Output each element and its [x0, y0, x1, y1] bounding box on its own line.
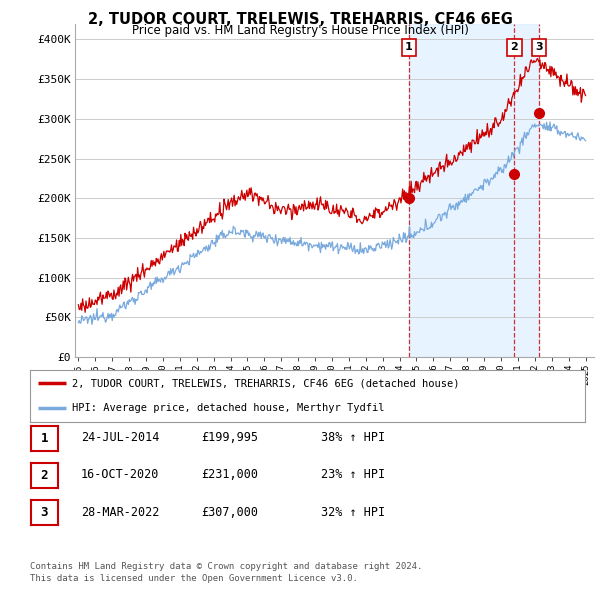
Text: 2: 2 — [41, 469, 48, 482]
Bar — [409, 24, 539, 357]
Text: 28-MAR-2022: 28-MAR-2022 — [81, 506, 160, 519]
Text: £199,995: £199,995 — [201, 431, 258, 444]
Text: 24-JUL-2014: 24-JUL-2014 — [81, 431, 160, 444]
Text: 32% ↑ HPI: 32% ↑ HPI — [321, 506, 385, 519]
Text: 1: 1 — [405, 42, 413, 53]
Text: 1: 1 — [41, 432, 48, 445]
Text: 16-OCT-2020: 16-OCT-2020 — [81, 468, 160, 481]
Text: 3: 3 — [535, 42, 542, 53]
Text: Contains HM Land Registry data © Crown copyright and database right 2024.: Contains HM Land Registry data © Crown c… — [30, 562, 422, 571]
Text: 2: 2 — [511, 42, 518, 53]
Text: This data is licensed under the Open Government Licence v3.0.: This data is licensed under the Open Gov… — [30, 573, 358, 583]
Text: 23% ↑ HPI: 23% ↑ HPI — [321, 468, 385, 481]
Text: £307,000: £307,000 — [201, 506, 258, 519]
Text: 2, TUDOR COURT, TRELEWIS, TREHARRIS, CF46 6EG (detached house): 2, TUDOR COURT, TRELEWIS, TREHARRIS, CF4… — [71, 378, 459, 388]
Text: HPI: Average price, detached house, Merthyr Tydfil: HPI: Average price, detached house, Mert… — [71, 404, 384, 414]
Text: £231,000: £231,000 — [201, 468, 258, 481]
Text: 38% ↑ HPI: 38% ↑ HPI — [321, 431, 385, 444]
Text: Price paid vs. HM Land Registry's House Price Index (HPI): Price paid vs. HM Land Registry's House … — [131, 24, 469, 37]
Text: 3: 3 — [41, 506, 48, 519]
Text: 2, TUDOR COURT, TRELEWIS, TREHARRIS, CF46 6EG: 2, TUDOR COURT, TRELEWIS, TREHARRIS, CF4… — [88, 12, 512, 27]
